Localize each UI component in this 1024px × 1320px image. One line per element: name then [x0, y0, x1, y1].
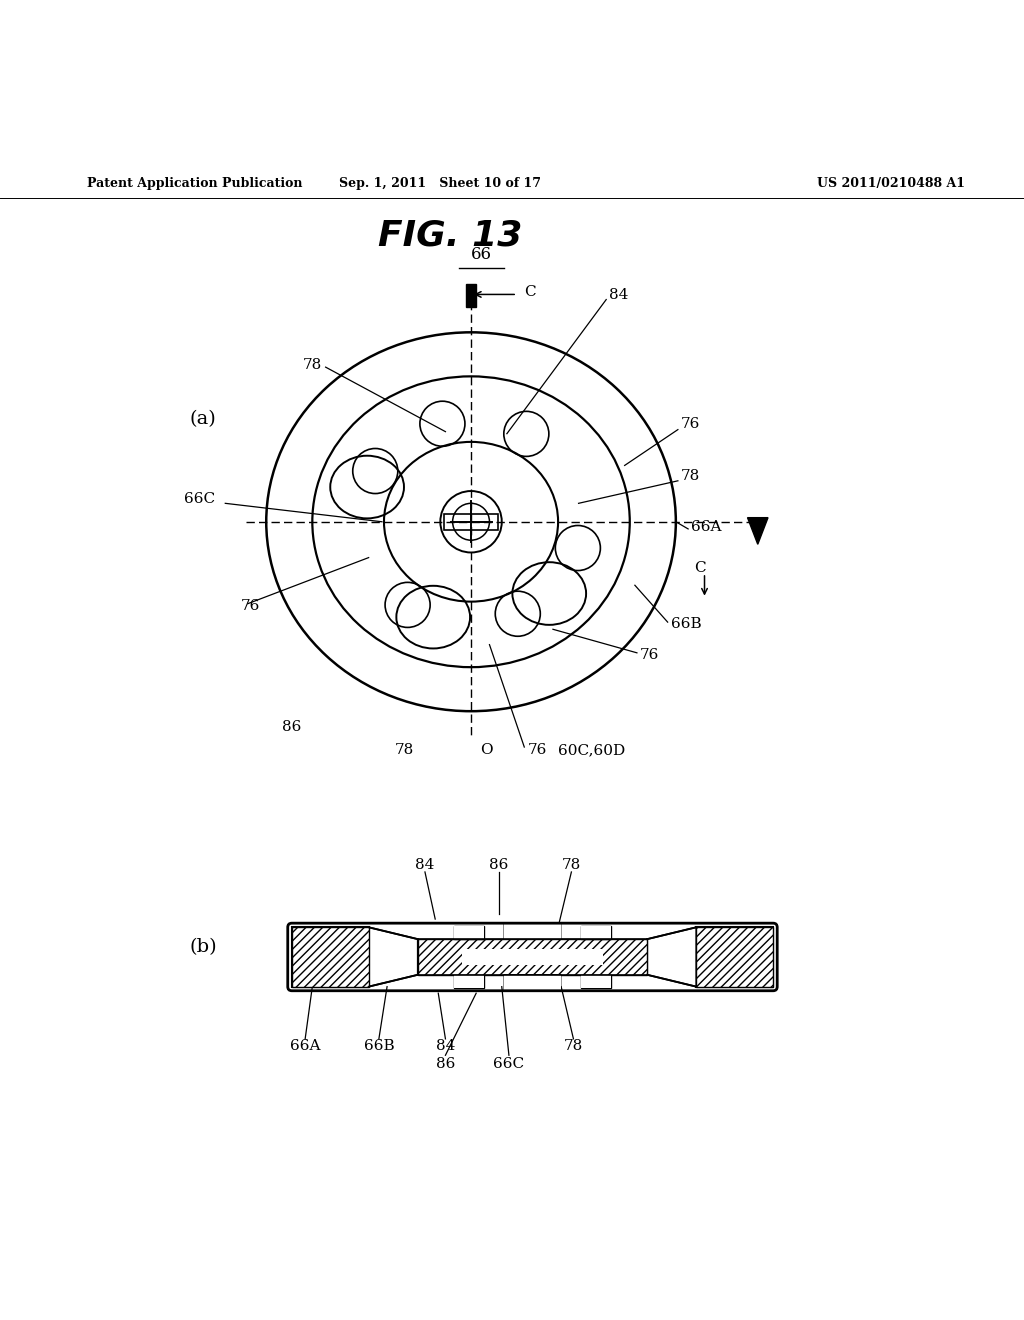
Bar [581, 974, 611, 987]
Bar [454, 974, 484, 987]
Bar [454, 974, 484, 987]
Polygon shape [504, 923, 561, 939]
Polygon shape [748, 517, 768, 544]
Text: 66A: 66A [290, 1039, 321, 1053]
Text: Patent Application Publication: Patent Application Publication [87, 177, 302, 190]
Text: 60C,60D: 60C,60D [558, 743, 626, 758]
Text: 86: 86 [283, 719, 301, 734]
Bar [581, 927, 611, 939]
Text: (b): (b) [189, 937, 217, 956]
Text: C: C [524, 285, 536, 300]
Bar [454, 927, 484, 939]
Text: 66B: 66B [364, 1039, 394, 1053]
Text: 66B: 66B [671, 618, 701, 631]
Text: 84: 84 [436, 1039, 455, 1053]
Bar [418, 939, 647, 974]
Text: 66C: 66C [184, 492, 215, 507]
Text: 66C: 66C [494, 1057, 524, 1072]
Text: 78: 78 [562, 858, 581, 873]
Polygon shape [369, 927, 418, 986]
Text: (a): (a) [189, 411, 216, 429]
Bar [581, 974, 611, 987]
Text: 78: 78 [395, 743, 414, 758]
Bar [696, 927, 773, 986]
Text: O: O [480, 743, 493, 758]
Text: 66: 66 [471, 246, 492, 263]
Text: 76: 76 [640, 648, 659, 661]
Text: 86: 86 [436, 1057, 455, 1072]
Polygon shape [292, 927, 369, 986]
Bar [292, 927, 369, 986]
Polygon shape [504, 974, 561, 991]
Text: 76: 76 [681, 417, 700, 432]
Text: C: C [694, 561, 706, 574]
Bar [504, 923, 561, 939]
Polygon shape [696, 927, 773, 986]
Text: 84: 84 [609, 289, 629, 302]
Text: 76: 76 [241, 599, 260, 612]
Text: 78: 78 [681, 469, 700, 483]
Text: 78: 78 [564, 1039, 583, 1053]
Bar [462, 949, 603, 965]
Text: 76: 76 [528, 743, 547, 758]
Polygon shape [647, 927, 696, 986]
Bar [581, 927, 611, 939]
Text: 66A: 66A [691, 520, 722, 533]
Bar [454, 927, 484, 939]
Bar [466, 284, 476, 306]
Text: 78: 78 [303, 358, 322, 372]
Text: 84: 84 [416, 858, 434, 873]
Text: FIG. 13: FIG. 13 [379, 218, 522, 252]
Text: Sep. 1, 2011   Sheet 10 of 17: Sep. 1, 2011 Sheet 10 of 17 [339, 177, 542, 190]
Bar [504, 974, 561, 991]
Text: US 2011/0210488 A1: US 2011/0210488 A1 [817, 177, 965, 190]
Text: 86: 86 [489, 858, 508, 873]
